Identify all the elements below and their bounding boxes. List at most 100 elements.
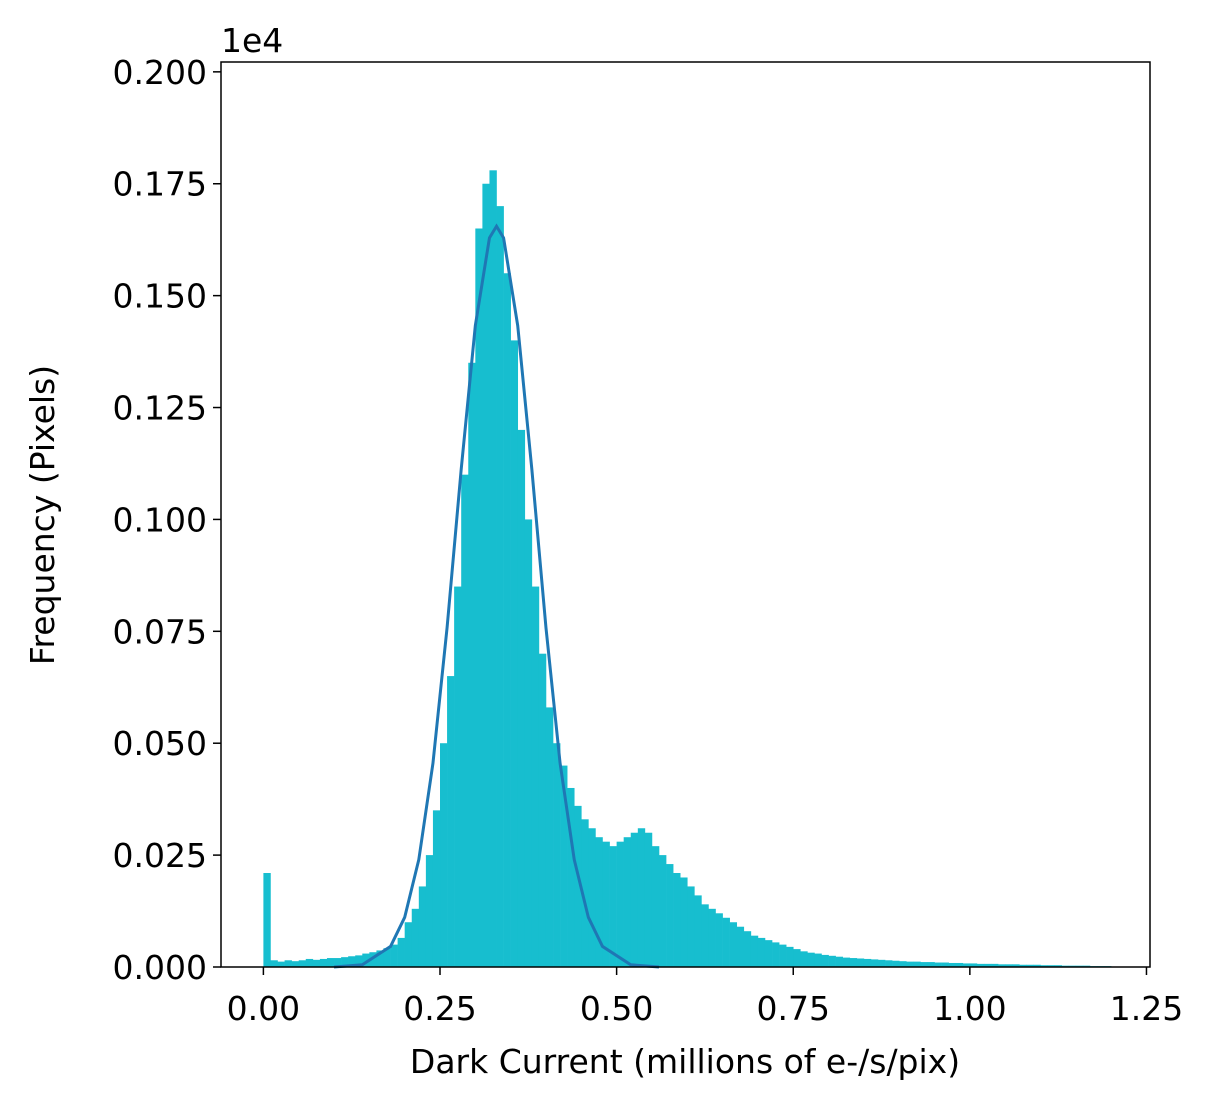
histogram-bar [680, 877, 688, 967]
y-tick-label: 0.000 [113, 948, 207, 987]
histogram-bar [510, 340, 519, 967]
histogram-bar [588, 828, 596, 967]
histogram-bar [800, 951, 808, 967]
histogram-bar [969, 963, 978, 967]
histogram-bar [955, 962, 964, 967]
histogram-bar [270, 960, 278, 967]
histogram-bar [899, 961, 907, 967]
histogram-bar [878, 959, 886, 967]
histogram-bar [757, 937, 766, 967]
histogram-bar [574, 805, 582, 967]
histogram-bar [920, 962, 928, 967]
histogram-bar [1054, 965, 1062, 967]
histogram-bar [729, 922, 738, 967]
histogram-bar [595, 837, 603, 967]
histogram-bar [1047, 965, 1055, 967]
histogram-bar [779, 944, 787, 967]
histogram-bar [666, 864, 674, 967]
histogram-bar [545, 707, 554, 967]
histogram-bar [786, 946, 794, 967]
histogram-bar [659, 855, 667, 967]
histogram-bar [531, 586, 540, 967]
histogram-bar [998, 964, 1006, 967]
histogram-bar [870, 959, 879, 967]
histogram-bar [694, 895, 702, 967]
x-tick-label: 1.25 [1110, 989, 1183, 1028]
histogram-bar [538, 653, 547, 967]
histogram-bar [772, 942, 780, 967]
histogram-bar [454, 586, 462, 967]
histogram-bar [764, 940, 773, 967]
histogram-bar [673, 873, 681, 967]
histogram-bar [708, 908, 716, 967]
histogram-bar [489, 170, 497, 968]
histogram-bar [369, 952, 377, 967]
histogram-bar [1033, 964, 1041, 967]
histogram-bar [553, 743, 561, 967]
histogram-bar [722, 917, 730, 967]
histogram-bar [411, 908, 420, 967]
histogram-bar [334, 958, 342, 967]
histogram-bar [927, 962, 935, 967]
histogram-bar [835, 956, 843, 967]
histogram-bar [885, 960, 893, 967]
x-tick-label: 0.00 [227, 989, 300, 1028]
histogram-bar [390, 944, 398, 967]
x-tick-label: 1.00 [933, 989, 1006, 1028]
histogram-bar [348, 956, 356, 967]
histogram-bar [447, 676, 455, 967]
histogram-bar [941, 962, 949, 967]
histogram-bar [418, 886, 427, 967]
histogram-bar [263, 873, 271, 967]
histogram-bar [750, 935, 759, 967]
histogram-bar [644, 832, 653, 967]
histogram-bar [461, 474, 469, 967]
y-tick-label: 0.125 [113, 389, 207, 428]
histogram-bar [983, 963, 992, 967]
histogram-bar [807, 952, 815, 967]
histogram-bar [326, 958, 335, 967]
histogram-bar [376, 950, 384, 967]
y-tick-label: 0.175 [113, 165, 207, 204]
histogram-bar [581, 819, 589, 967]
histogram-bar [524, 519, 533, 967]
histogram-bar [362, 953, 370, 967]
histogram-bar [397, 937, 405, 967]
histogram-bar [821, 954, 829, 967]
histogram-bar [312, 959, 321, 967]
histogram-bar [892, 960, 900, 967]
histogram-bar [715, 913, 723, 967]
histogram-bar [425, 855, 434, 967]
histogram-bar [609, 846, 617, 967]
histogram-bar [701, 904, 709, 967]
histogram-bar [934, 962, 942, 967]
histogram-bar [1012, 964, 1020, 967]
histogram-bar [1026, 964, 1034, 967]
histogram-bar [496, 206, 504, 967]
histogram-bar [623, 837, 632, 967]
y-axis-label: Frequency (Pixels) [23, 365, 62, 665]
histogram-bar [341, 957, 349, 967]
histogram-bar [736, 926, 745, 967]
y-offset-label: 1e4 [221, 21, 283, 60]
histogram-bar [432, 810, 441, 967]
histogram-bar [991, 963, 999, 967]
histogram-bar [1005, 964, 1013, 967]
histogram-bar [475, 228, 483, 967]
histogram-bar [319, 958, 328, 967]
x-tick-label: 0.75 [756, 989, 829, 1028]
histogram-bar [355, 955, 363, 967]
histogram-bar [962, 963, 971, 967]
histogram-bar [913, 961, 921, 967]
plot-frame [220, 61, 1151, 968]
histogram-bar [842, 957, 851, 967]
histogram-bar [976, 963, 985, 967]
histogram-bar [305, 958, 314, 967]
histogram-bar [687, 886, 695, 967]
histogram-bar [651, 846, 660, 967]
x-tick-label: 0.50 [580, 989, 653, 1028]
histogram-bar [814, 953, 822, 967]
histogram-bar [637, 828, 646, 967]
